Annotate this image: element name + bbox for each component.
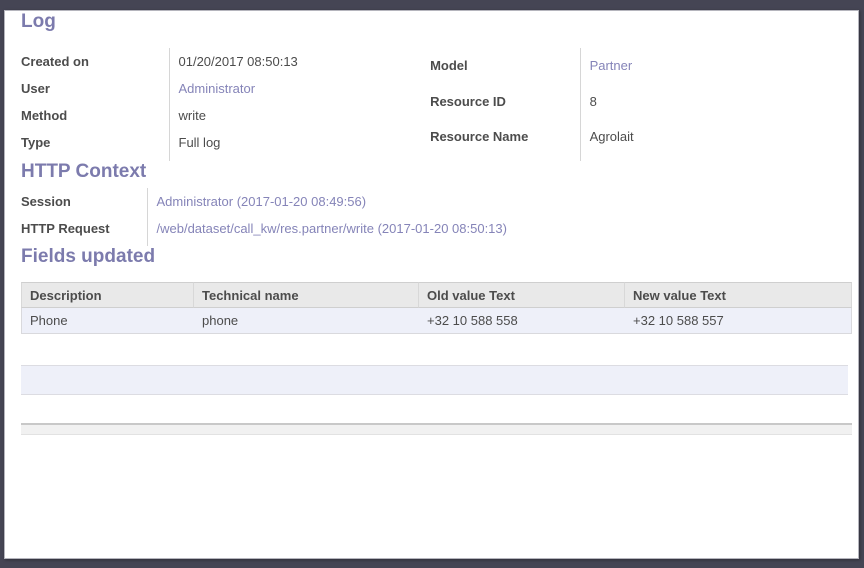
section-title-fields-updated: Fields updated — [21, 246, 156, 267]
session-link[interactable]: Administrator (2017-01-20 08:49:56) — [156, 194, 367, 209]
log-form-window: Log Created on 01/20/2017 08:50:13 User … — [4, 10, 859, 559]
user-link[interactable]: Administrator — [178, 81, 256, 96]
group-tail — [430, 154, 847, 161]
field-row-model: Model Partner — [430, 48, 847, 84]
field-label-model: Model — [430, 48, 581, 84]
field-row-type: Type Full log — [21, 129, 422, 156]
field-row-created-on: Created on 01/20/2017 08:50:13 — [21, 48, 422, 75]
cell-description: Phone — [21, 308, 194, 334]
column-header-old-value: Old value Text — [419, 282, 625, 308]
field-value-session: Administrator (2017-01-20 08:49:56) — [147, 188, 721, 215]
empty-list-band — [21, 365, 848, 395]
field-label-user: User — [21, 75, 170, 102]
collapsed-footer-strip — [21, 423, 852, 435]
field-row-resource-name: Resource Name Agrolait — [430, 118, 847, 155]
cell-new-value: +32 10 588 557 — [625, 308, 852, 334]
fields-updated-table: Description Technical name Old value Tex… — [21, 282, 852, 334]
group-tail — [21, 156, 422, 161]
field-label-http-request: HTTP Request — [21, 215, 148, 242]
field-label-created-on: Created on — [21, 48, 170, 75]
http-context-group: Session Administrator (2017-01-20 08:49:… — [21, 188, 721, 246]
field-label-resource-name: Resource Name — [430, 118, 581, 155]
cell-technical-name: phone — [194, 308, 419, 334]
http-request-link[interactable]: /web/dataset/call_kw/res.partner/write (… — [156, 221, 507, 236]
field-value-http-request: /web/dataset/call_kw/res.partner/write (… — [147, 215, 721, 242]
field-row-session: Session Administrator (2017-01-20 08:49:… — [21, 188, 721, 215]
field-label-type: Type — [21, 129, 170, 156]
field-label-session: Session — [21, 188, 148, 215]
column-header-description: Description — [21, 282, 194, 308]
section-title-http-context: HTTP Context — [21, 161, 147, 182]
field-value-resource-name: Agrolait — [589, 129, 634, 145]
field-value-model: Partner — [580, 48, 847, 83]
cell-old-value: +32 10 588 558 — [419, 308, 625, 334]
field-label-resource-id: Resource ID — [430, 83, 581, 119]
table-header-row: Description Technical name Old value Tex… — [21, 282, 852, 308]
field-row-user: User Administrator — [21, 75, 422, 102]
column-header-new-value: New value Text — [625, 282, 852, 308]
field-row-resource-id: Resource ID 8 — [430, 83, 847, 119]
group-tail — [21, 242, 721, 246]
model-link[interactable]: Partner — [589, 58, 633, 74]
field-row-method: Method write — [21, 102, 422, 129]
log-group-right: Model Partner Resource ID 8 Resource Nam… — [430, 48, 847, 161]
field-value-resource-id: 8 — [589, 93, 597, 109]
column-header-technical-name: Technical name — [194, 282, 419, 308]
field-value-user: Administrator — [169, 75, 422, 102]
field-value-method: write — [178, 108, 206, 123]
log-group-left: Created on 01/20/2017 08:50:13 User Admi… — [21, 48, 422, 161]
form-content: Log Created on 01/20/2017 08:50:13 User … — [5, 11, 858, 435]
field-row-http-request: HTTP Request /web/dataset/call_kw/res.pa… — [21, 215, 721, 242]
log-field-groups: Created on 01/20/2017 08:50:13 User Admi… — [21, 48, 847, 161]
field-value-created-on: 01/20/2017 08:50:13 — [178, 54, 298, 69]
section-title-log: Log — [21, 11, 56, 32]
field-label-method: Method — [21, 102, 170, 129]
field-value-type: Full log — [178, 135, 221, 150]
table-row[interactable]: Phone phone +32 10 588 558 +32 10 588 55… — [21, 308, 852, 334]
